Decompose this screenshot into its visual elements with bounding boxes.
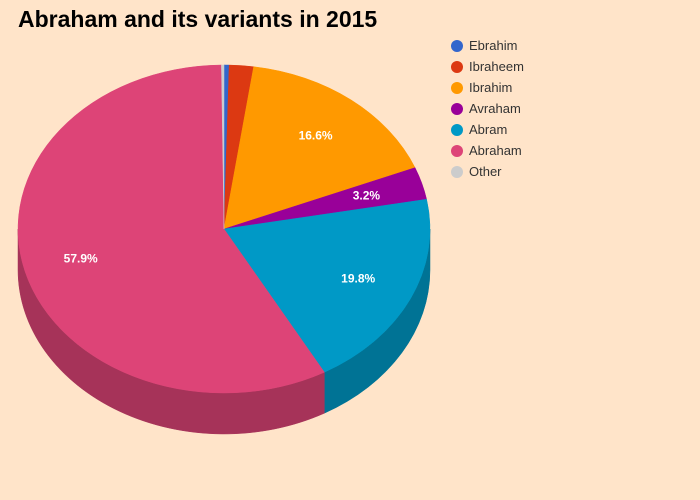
- legend-item-abraham[interactable]: Abraham: [451, 140, 691, 161]
- slice-label-avraham: 3.2%: [353, 188, 381, 202]
- legend-swatch-ibraheem: [451, 60, 463, 73]
- slice-label-abram: 19.8%: [341, 271, 375, 285]
- legend-swatch-other: [451, 165, 463, 178]
- legend-item-other[interactable]: Other: [451, 161, 691, 182]
- pie-slice-abraham[interactable]: [17, 64, 325, 394]
- legend-item-ebrahim[interactable]: Ebrahim: [451, 35, 691, 56]
- pie-label-layer: 16.6% 3.2% 19.8% 57.9%: [64, 128, 381, 285]
- legend-label-abraham: Abraham: [469, 143, 522, 158]
- legend-label-other: Other: [469, 164, 502, 179]
- pie-top-layer: [17, 64, 431, 394]
- legend-swatch-abraham: [451, 144, 463, 157]
- legend-item-avraham[interactable]: Avraham: [451, 98, 691, 119]
- pie-slice-other[interactable]: [221, 64, 225, 230]
- legend-item-ibrahim[interactable]: Ibrahim: [451, 77, 691, 98]
- legend: Ebrahim Ibraheem Ibrahim Avraham Abram Abraha…: [451, 35, 691, 182]
- legend-swatch-ibrahim: [451, 81, 463, 94]
- chart-title: Abraham and its variants in 2015: [18, 6, 378, 32]
- legend-label-ibraheem: Ibraheem: [469, 59, 524, 74]
- legend-item-abram[interactable]: Abram: [451, 119, 691, 140]
- pie-slice-abram[interactable]: [223, 198, 431, 373]
- slice-label-ibrahim: 16.6%: [299, 128, 333, 142]
- legend-swatch-abram: [451, 123, 463, 136]
- legend-swatch-ebrahim: [451, 39, 463, 52]
- slice-label-abraham: 57.9%: [64, 252, 98, 266]
- legend-swatch-avraham: [451, 102, 463, 115]
- legend-label-abram: Abram: [469, 122, 508, 137]
- pie-slice-ibrahim[interactable]: [223, 66, 416, 230]
- legend-label-ibrahim: Ibrahim: [469, 80, 513, 95]
- legend-label-avraham: Avraham: [469, 101, 521, 116]
- legend-item-ibraheem[interactable]: Ibraheem: [451, 56, 691, 77]
- legend-label-ebrahim: Ebrahim: [469, 38, 518, 53]
